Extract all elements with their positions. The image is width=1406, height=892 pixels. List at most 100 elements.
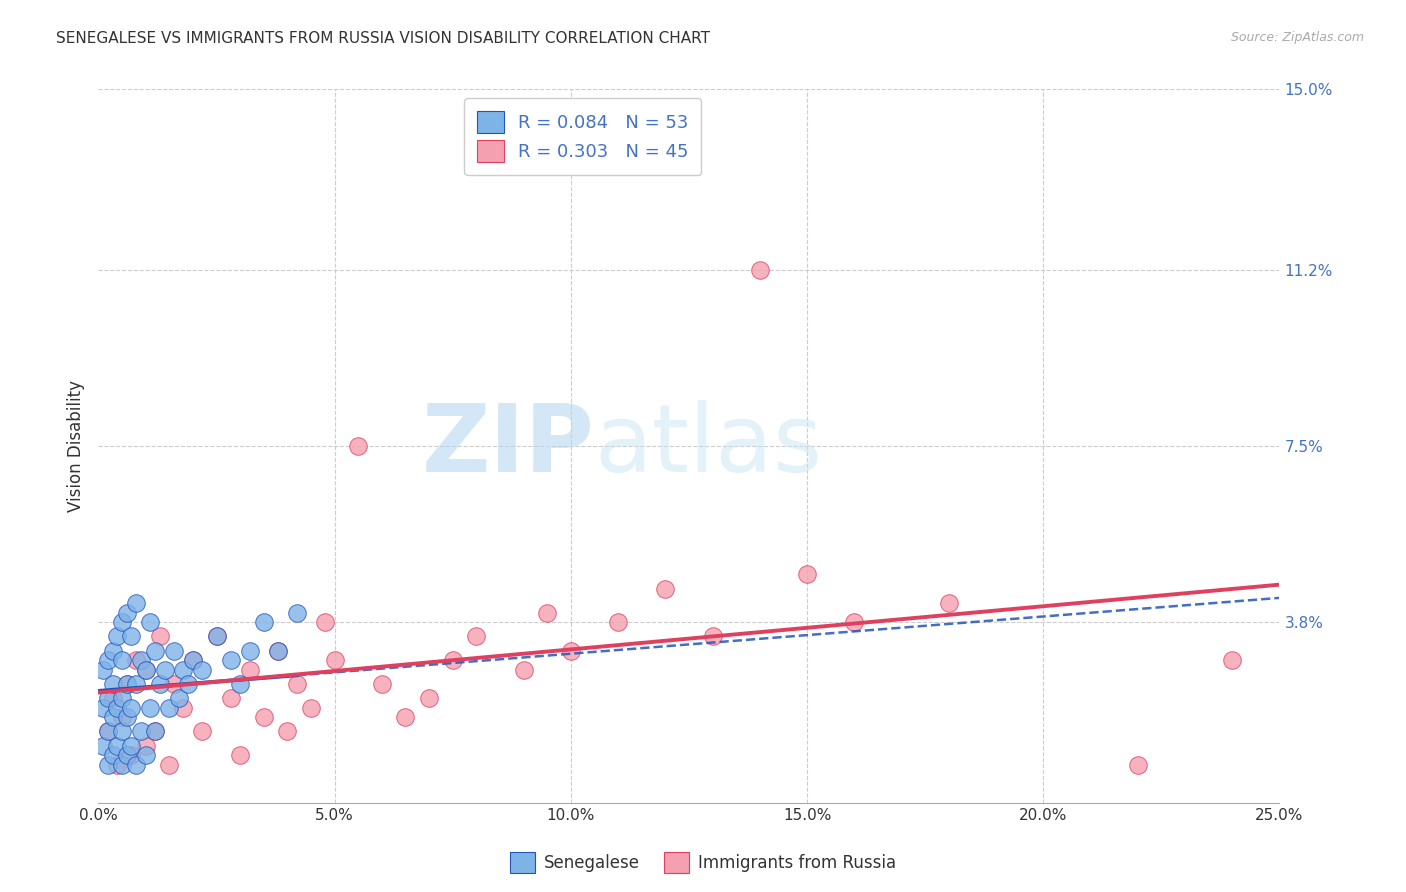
Point bbox=[97, 653, 120, 667]
Point bbox=[239, 663, 262, 677]
Point bbox=[748, 263, 770, 277]
Point bbox=[299, 700, 322, 714]
Point bbox=[121, 748, 143, 763]
Point bbox=[139, 615, 162, 629]
Point bbox=[654, 582, 676, 596]
Point bbox=[115, 606, 138, 620]
Point bbox=[229, 677, 252, 691]
Point bbox=[796, 567, 818, 582]
Point bbox=[267, 643, 290, 657]
Point bbox=[105, 757, 128, 772]
Point bbox=[115, 677, 138, 691]
Point bbox=[172, 663, 194, 677]
Point bbox=[91, 700, 114, 714]
Point bbox=[125, 677, 148, 691]
Legend: R = 0.084   N = 53, R = 0.303   N = 45: R = 0.084 N = 53, R = 0.303 N = 45 bbox=[464, 98, 702, 175]
Point bbox=[267, 643, 290, 657]
Point bbox=[219, 653, 242, 667]
Point bbox=[97, 691, 120, 706]
Point bbox=[105, 629, 128, 643]
Text: SENEGALESE VS IMMIGRANTS FROM RUSSIA VISION DISABILITY CORRELATION CHART: SENEGALESE VS IMMIGRANTS FROM RUSSIA VIS… bbox=[56, 31, 710, 46]
Point bbox=[121, 739, 143, 753]
Point bbox=[125, 653, 148, 667]
Point bbox=[125, 757, 148, 772]
Point bbox=[101, 691, 124, 706]
Point bbox=[285, 606, 308, 620]
Point bbox=[441, 653, 464, 667]
Point bbox=[97, 757, 120, 772]
Point bbox=[229, 748, 252, 763]
Point bbox=[111, 757, 134, 772]
Point bbox=[101, 677, 124, 691]
Point bbox=[121, 629, 143, 643]
Point bbox=[135, 748, 157, 763]
Point bbox=[285, 677, 308, 691]
Point bbox=[347, 439, 370, 453]
Point bbox=[105, 700, 128, 714]
Point bbox=[177, 677, 200, 691]
Point bbox=[111, 615, 134, 629]
Point bbox=[157, 757, 180, 772]
Point bbox=[101, 643, 124, 657]
Point bbox=[101, 710, 124, 724]
Point bbox=[181, 653, 204, 667]
Point bbox=[1126, 757, 1149, 772]
Point bbox=[135, 663, 157, 677]
Point bbox=[125, 596, 148, 610]
Point bbox=[153, 663, 176, 677]
Point bbox=[205, 629, 228, 643]
Point bbox=[163, 677, 186, 691]
Point bbox=[191, 724, 214, 739]
Point bbox=[536, 606, 558, 620]
Legend: Senegalese, Immigrants from Russia: Senegalese, Immigrants from Russia bbox=[503, 846, 903, 880]
Point bbox=[111, 691, 134, 706]
Point bbox=[115, 748, 138, 763]
Point bbox=[844, 615, 866, 629]
Point bbox=[143, 724, 166, 739]
Point bbox=[111, 653, 134, 667]
Point bbox=[121, 700, 143, 714]
Point bbox=[143, 724, 166, 739]
Text: Source: ZipAtlas.com: Source: ZipAtlas.com bbox=[1230, 31, 1364, 45]
Point bbox=[314, 615, 336, 629]
Point bbox=[135, 663, 157, 677]
Point bbox=[163, 643, 186, 657]
Point bbox=[191, 663, 214, 677]
Point bbox=[115, 710, 138, 724]
Point bbox=[149, 677, 172, 691]
Y-axis label: Vision Disability: Vision Disability bbox=[66, 380, 84, 512]
Point bbox=[97, 724, 120, 739]
Point bbox=[465, 629, 488, 643]
Point bbox=[560, 643, 582, 657]
Point bbox=[129, 724, 152, 739]
Point bbox=[91, 739, 114, 753]
Point bbox=[111, 710, 134, 724]
Point bbox=[115, 677, 138, 691]
Point bbox=[97, 724, 120, 739]
Point bbox=[219, 691, 242, 706]
Point bbox=[172, 700, 194, 714]
Point bbox=[135, 739, 157, 753]
Point bbox=[253, 615, 276, 629]
Point bbox=[181, 653, 204, 667]
Point bbox=[157, 700, 180, 714]
Point bbox=[139, 700, 162, 714]
Point bbox=[111, 724, 134, 739]
Point bbox=[101, 748, 124, 763]
Point bbox=[149, 629, 172, 643]
Point bbox=[512, 663, 534, 677]
Point bbox=[394, 710, 416, 724]
Point bbox=[105, 739, 128, 753]
Point bbox=[323, 653, 346, 667]
Point bbox=[239, 643, 262, 657]
Point bbox=[1220, 653, 1243, 667]
Point bbox=[129, 653, 152, 667]
Point bbox=[253, 710, 276, 724]
Point bbox=[371, 677, 394, 691]
Point bbox=[91, 663, 114, 677]
Point bbox=[143, 643, 166, 657]
Point bbox=[167, 691, 190, 706]
Text: ZIP: ZIP bbox=[422, 400, 595, 492]
Text: atlas: atlas bbox=[595, 400, 823, 492]
Point bbox=[607, 615, 630, 629]
